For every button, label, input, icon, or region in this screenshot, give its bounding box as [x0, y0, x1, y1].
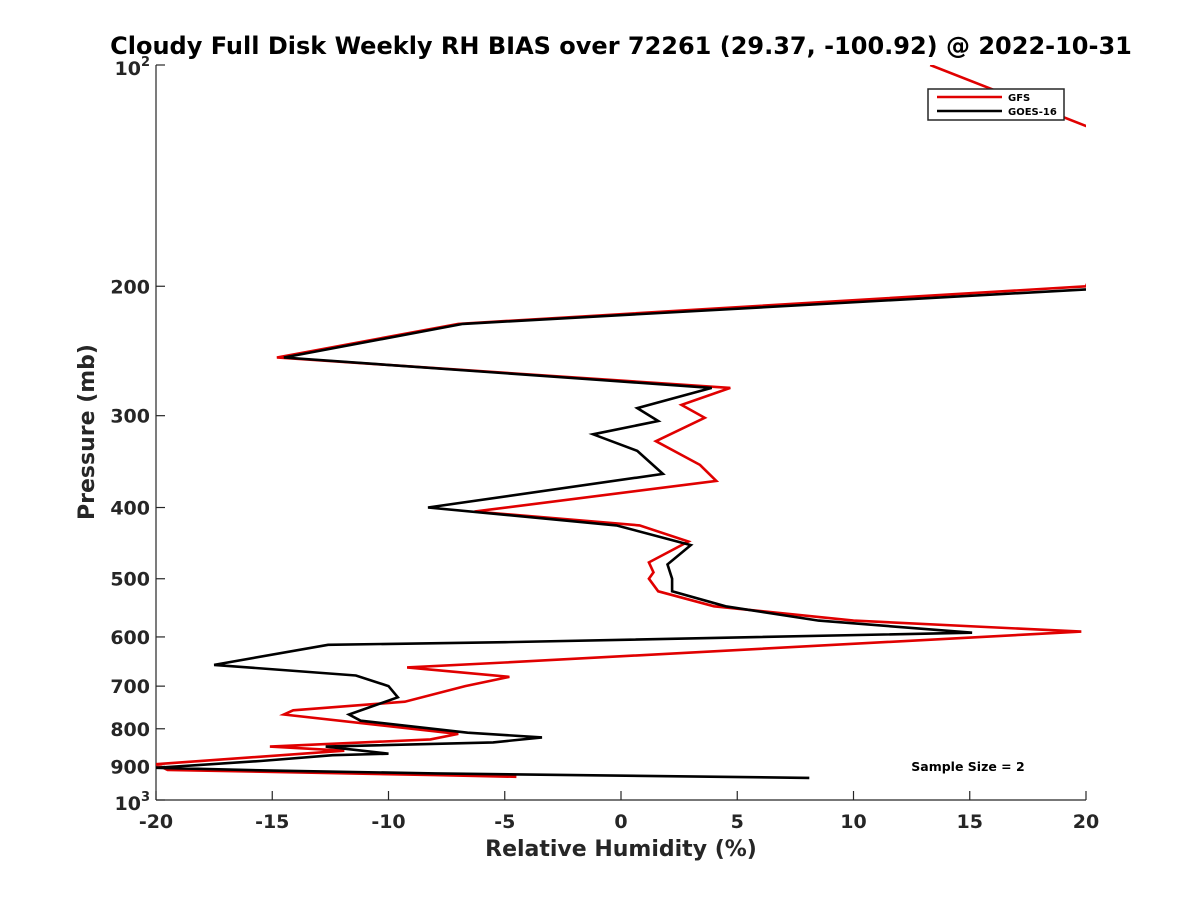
sample-size-annotation: Sample Size = 2 [911, 759, 1024, 774]
y-tick-label: 600 [110, 627, 150, 649]
series-layer [156, 65, 1086, 780]
x-tick-label: -20 [139, 811, 173, 833]
y-tick-label: 400 [110, 498, 150, 520]
legend: GFS GOES-16 [927, 88, 1065, 121]
x-tick-label: -5 [494, 811, 515, 833]
y-tick-label: 800 [110, 719, 150, 741]
y-ticks: 200 300 400 500 600 700 800 900 [110, 64, 165, 801]
series-line-goes16 [156, 288, 1086, 780]
x-tick-label: 5 [731, 811, 744, 833]
y-tick-label: 200 [110, 276, 150, 298]
y-tick-label: 300 [110, 406, 150, 428]
x-tick-label: 20 [1073, 811, 1099, 833]
y-tick-label: 900 [110, 756, 150, 778]
x-tick-label: -15 [255, 811, 289, 833]
y-tick-label-bottom: 103 [115, 790, 151, 815]
y-tick-label: 500 [110, 569, 150, 591]
x-axis-label: Relative Humidity (%) [485, 837, 757, 862]
y-tick-label: 700 [110, 676, 150, 698]
series-line-gfs [156, 65, 1086, 779]
x-tick-label: 10 [840, 811, 866, 833]
legend-box [927, 88, 1065, 121]
legend-label-goes16: GOES-16 [1008, 107, 1057, 118]
x-tick-label: 15 [957, 811, 983, 833]
legend-label-gfs: GFS [1008, 93, 1030, 104]
y-tick-label-top: 102 [115, 55, 151, 80]
x-tick-label: -10 [371, 811, 405, 833]
x-ticks: -20 -15 -10 -5 0 5 10 15 20 [139, 791, 1099, 833]
x-tick-label: 0 [614, 811, 627, 833]
chart-title: Cloudy Full Disk Weekly RH BIAS over 722… [110, 32, 1132, 60]
y-axis-label: Pressure (mb) [75, 344, 100, 520]
